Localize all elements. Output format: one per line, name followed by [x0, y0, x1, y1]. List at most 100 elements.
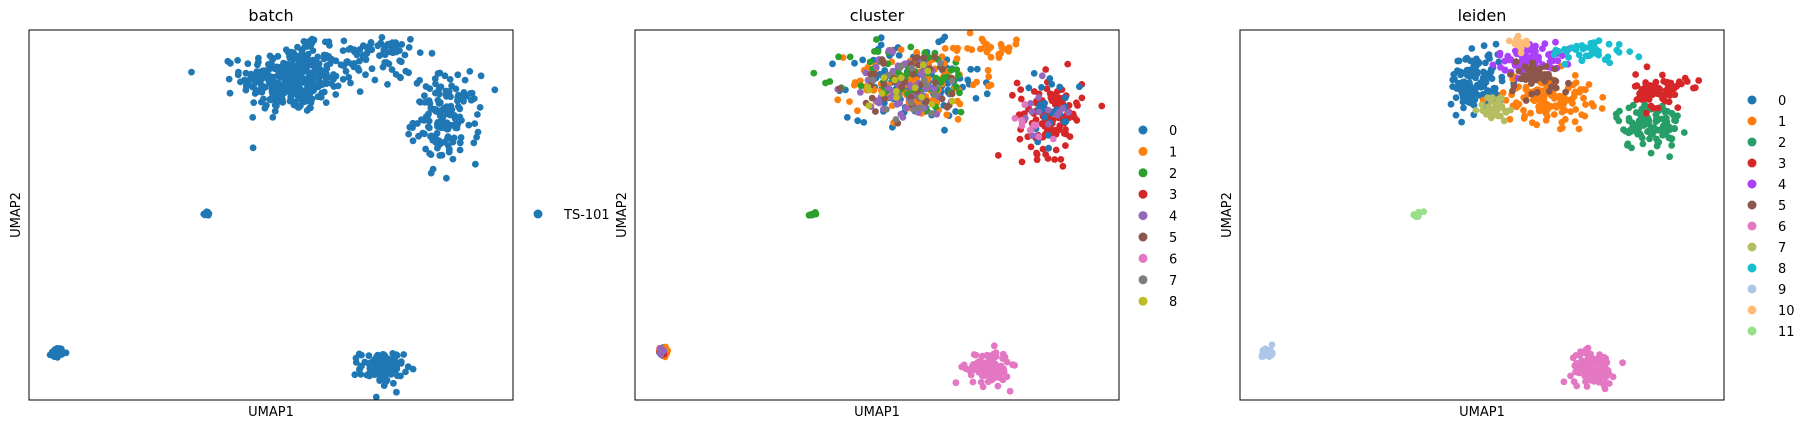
scatter-point-0 — [1454, 67, 1461, 74]
scatter-point-TS-101 — [409, 137, 417, 145]
scatter-point-3 — [1071, 114, 1078, 121]
scatter-point-TS-101 — [350, 46, 358, 53]
y-axis-label: UMAP2 — [9, 192, 24, 238]
legend-label: 1 — [1778, 115, 1786, 130]
scatter-point-5 — [914, 61, 922, 69]
scatter-point-6 — [1049, 135, 1057, 143]
scatter-point-TS-101 — [301, 87, 309, 95]
scatter-point-0 — [859, 56, 867, 64]
scatter-point-TS-101 — [441, 72, 449, 80]
scatter-point-6 — [973, 364, 980, 372]
scatter-point-0 — [1056, 83, 1064, 91]
legend-label: 3 — [1778, 157, 1786, 172]
scatter-point-2 — [1638, 105, 1646, 113]
scatter-point-5 — [932, 79, 939, 87]
scatter-point-3 — [1059, 162, 1067, 170]
scatter-point-2 — [1625, 115, 1633, 122]
plot-frame — [634, 29, 1120, 401]
scatter-point-6 — [1026, 126, 1034, 134]
legend-item: 4 — [1747, 178, 1786, 193]
scatter-point-TS-101 — [389, 350, 397, 357]
scatter-point-1 — [941, 45, 949, 52]
scatter-point-2 — [1628, 144, 1635, 152]
scatter-point-TS-101 — [428, 49, 436, 57]
scatter-point-TS-101 — [421, 130, 428, 138]
scatter-point-TS-101 — [471, 120, 479, 127]
scatter-point-TS-101 — [413, 79, 421, 87]
scatter-point-3 — [1632, 71, 1639, 78]
scatter-point-TS-101 — [363, 43, 371, 51]
scatter-point-TS-101 — [363, 49, 371, 57]
scatter-point-1 — [1581, 112, 1589, 120]
scatter-point-8 — [948, 97, 956, 105]
scatter-point-TS-101 — [235, 68, 242, 76]
scatter-point-2 — [1637, 120, 1644, 128]
scatter-point-7 — [898, 62, 905, 70]
scatter-point-TS-101 — [424, 123, 432, 131]
scatter-point-TS-101 — [263, 101, 270, 109]
scatter-point-TS-101 — [422, 113, 430, 120]
scatter-point-3 — [1017, 86, 1025, 93]
scatter-point-3 — [994, 152, 1002, 159]
legend-marker — [1747, 284, 1757, 294]
scatter-point-0 — [1482, 59, 1489, 67]
scatter-point-2 — [953, 66, 961, 74]
scatter-point-5 — [1521, 63, 1529, 71]
scatter-point-TS-101 — [440, 138, 448, 146]
scatter-point-1 — [1575, 125, 1583, 133]
scatter-point-4 — [1044, 120, 1052, 128]
scatter-point-3 — [1062, 130, 1070, 138]
scatter-point-1 — [1572, 106, 1580, 113]
scatter-point-TS-101 — [437, 124, 445, 132]
scatter-point-1 — [1536, 101, 1544, 109]
scatter-point-TS-101 — [342, 67, 350, 75]
scatter-point-TS-101 — [393, 365, 401, 373]
scatter-point-TS-101 — [415, 132, 422, 140]
scatter-point-4 — [1056, 108, 1063, 116]
scatter-point-1 — [1582, 101, 1589, 108]
scatter-point-TS-101 — [269, 114, 277, 121]
scatter-point-8 — [1565, 54, 1572, 61]
legend-marker — [1747, 137, 1757, 147]
scatter-point-TS-101 — [358, 351, 365, 359]
legend-label: 2 — [1169, 167, 1177, 182]
scatter-point-TS-101 — [472, 160, 479, 168]
scatter-point-TS-101 — [274, 79, 282, 87]
scatter-point-1 — [1527, 109, 1534, 117]
scatter-point-TS-101 — [246, 75, 254, 83]
scatter-point-TS-101 — [427, 151, 435, 159]
scatter-point-TS-101 — [470, 139, 478, 147]
scatter-point-3 — [1033, 151, 1041, 158]
scatter-point-1 — [1598, 105, 1606, 112]
scatter-point-2 — [1663, 119, 1671, 126]
scatter-point-6 — [1577, 348, 1584, 355]
scatter-point-0 — [1469, 90, 1477, 98]
scatter-point-0 — [1459, 98, 1467, 106]
scatter-point-TS-101 — [267, 96, 275, 104]
scatter-point-7 — [1497, 112, 1504, 120]
scatter-point-5 — [1536, 65, 1544, 72]
scatter-point-TS-101 — [456, 146, 464, 154]
scatter-point-TS-101 — [357, 371, 365, 378]
scatter-point-1 — [1520, 114, 1528, 122]
legend-label: 5 — [1169, 231, 1177, 246]
scatter-point-0 — [1480, 42, 1488, 50]
scatter-point-1 — [1013, 36, 1020, 44]
scatter-point-2 — [957, 108, 965, 116]
scatter-point-1 — [1550, 111, 1558, 118]
legend-marker — [1747, 221, 1757, 231]
scatter-point-TS-101 — [439, 114, 447, 122]
legend-label: 10 — [1778, 304, 1795, 319]
scatter-point-0 — [1041, 99, 1048, 107]
scatter-point-6 — [990, 375, 998, 382]
scatter-point-2 — [1668, 142, 1676, 149]
scatter-point-TS-101 — [474, 111, 481, 118]
scatter-point-0 — [1455, 57, 1463, 65]
scatter-point-TS-101 — [454, 97, 461, 105]
legend-label: 3 — [1169, 188, 1177, 203]
scatter-point-5 — [1551, 65, 1559, 73]
scatter-point-7 — [910, 106, 918, 113]
scatter-point-3 — [1664, 81, 1672, 88]
scatter-point-6 — [990, 342, 998, 350]
scatter-point-7 — [1479, 107, 1487, 114]
